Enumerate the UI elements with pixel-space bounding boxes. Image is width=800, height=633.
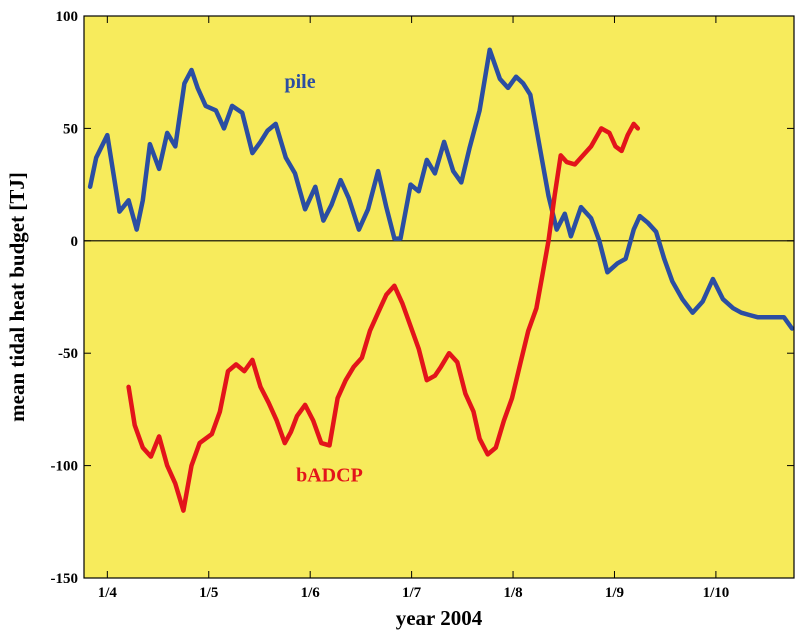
series-label-pile: pile [284,71,315,93]
x-tick-label: 1/6 [301,585,321,601]
y-tick-label: -150 [51,571,79,587]
x-tick-label: 1/8 [503,585,522,601]
y-tick-label: -50 [58,346,78,362]
series-line-pile [87,47,795,331]
x-axis-label: year 2004 [396,606,483,630]
x-tick-label: 1/4 [98,585,118,601]
plot-area [84,16,794,578]
x-tick-label: 1/9 [605,585,624,601]
y-tick-label: 100 [56,9,79,25]
y-axis-label: mean tidal heat budget [TJ] [5,172,29,422]
x-tick-label: 1/7 [402,585,422,601]
y-tick-label: 0 [71,234,79,250]
y-tick-label: 50 [63,121,78,137]
series-label-badcp: bADCP [296,464,363,486]
plot-frame [83,15,795,579]
x-tick-label: 1/10 [703,585,730,601]
x-tick-label: 1/5 [199,585,218,601]
series-line-badcp [126,121,641,513]
y-tick-label: -100 [51,459,79,475]
